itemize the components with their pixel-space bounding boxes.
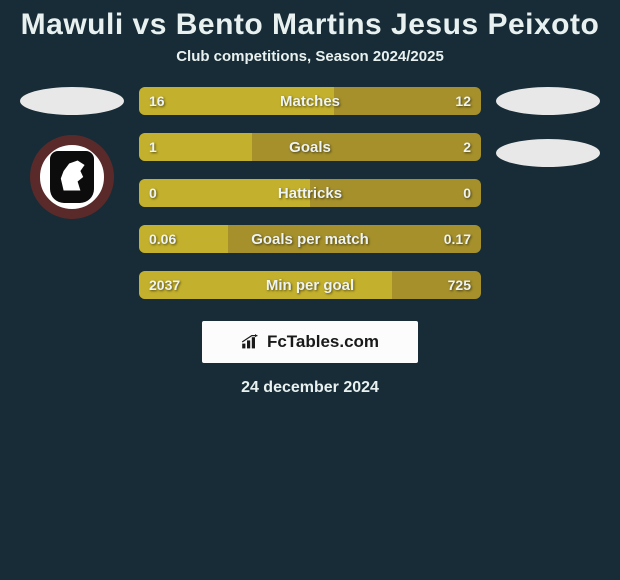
player-placeholder-oval — [496, 139, 600, 167]
bar-chart-icon — [241, 334, 261, 350]
brand-link[interactable]: FcTables.com — [202, 321, 418, 363]
page-title: Mawuli vs Bento Martins Jesus Peixoto — [0, 0, 620, 48]
stat-bar: 0.06 Goals per match 0.17 — [139, 225, 481, 253]
brand-name: FcTables.com — [267, 332, 379, 352]
stat-label: Hattricks — [139, 179, 481, 207]
stat-label: Min per goal — [139, 271, 481, 299]
stat-bar: 16 Matches 12 — [139, 87, 481, 115]
stat-right-value: 0 — [463, 179, 471, 207]
stat-label: Goals per match — [139, 225, 481, 253]
subtitle: Club competitions, Season 2024/2025 — [0, 48, 620, 65]
stat-right-value: 0.17 — [444, 225, 471, 253]
comparison-content: 16 Matches 12 1 Goals 2 0 Hattricks 0 0.… — [0, 87, 620, 299]
date-label: 24 december 2024 — [0, 379, 620, 397]
stat-label: Matches — [139, 87, 481, 115]
stat-label: Goals — [139, 133, 481, 161]
player-placeholder-oval — [496, 87, 600, 115]
stat-bar: 0 Hattricks 0 — [139, 179, 481, 207]
crest-horse-icon — [58, 161, 86, 191]
crest-shield — [50, 151, 94, 203]
stat-right-value: 725 — [448, 271, 471, 299]
player-placeholder-oval — [20, 87, 124, 115]
stat-bar: 1 Goals 2 — [139, 133, 481, 161]
left-side — [17, 87, 127, 219]
stat-right-value: 12 — [455, 87, 471, 115]
club-crest — [30, 135, 114, 219]
stat-bar: 2037 Min per goal 725 — [139, 271, 481, 299]
stat-right-value: 2 — [463, 133, 471, 161]
right-side — [493, 87, 603, 167]
stat-bars: 16 Matches 12 1 Goals 2 0 Hattricks 0 0.… — [139, 87, 481, 299]
